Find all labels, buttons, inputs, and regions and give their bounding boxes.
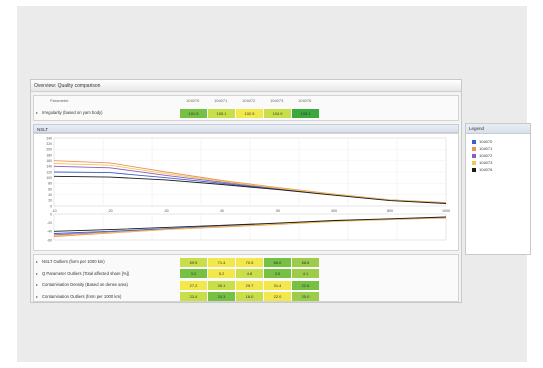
value-cell: 18.0 (236, 292, 263, 301)
legend-label: 104072 (479, 153, 493, 158)
value-cell: 3.2 (180, 269, 207, 278)
window-title: Overview: Quality comparison (31, 80, 461, 92)
y-tick-label: -60 (47, 238, 52, 242)
table-row[interactable]: ▸ NSLT Outliers (form per 1000 km) (34, 257, 458, 267)
nslt-chart: 2402202001801601401201008060402000-20-40… (46, 136, 450, 242)
table-row[interactable]: ▸ Q Parameter Outliers (Total affected sh… (34, 269, 458, 279)
legend-swatch (472, 160, 476, 165)
value-cell: 26.1 (208, 280, 235, 290)
value-cell: 29.7 (236, 280, 263, 290)
legend-item[interactable]: 104070 (472, 138, 492, 145)
parameter-table: Parameter 104070 104071 104072 104073 10… (33, 95, 459, 121)
row-label: Q Parameter Outliers (Total affected sha… (42, 270, 130, 276)
column-header: 104070 (186, 98, 200, 103)
row-label: Contamination Outliers (form per 1000 km… (42, 293, 122, 299)
x-tick-label: 40 (220, 209, 224, 213)
table-row[interactable]: ▸ Contamination Outliers (form per 1000 k… (34, 292, 458, 302)
y-tick-label: 200 (46, 148, 52, 152)
series-line-lower-104076 (53, 216, 447, 232)
y-tick-label: 60 (48, 187, 52, 191)
chart-section-header[interactable]: NSLT (33, 124, 459, 133)
value-cell: 22.6 (292, 280, 319, 290)
series-line-lower-104073 (53, 217, 447, 237)
expand-icon[interactable]: ▸ (36, 282, 39, 287)
row-label: NSLT Outliers (form per 1000 km) (42, 259, 105, 264)
value-cell: 20.3 (208, 292, 235, 301)
series-line-104073 (53, 163, 447, 204)
x-tick-label: -20 (107, 209, 112, 213)
x-tick-label: 1000 (442, 209, 450, 213)
value-cell: 69.5 (180, 257, 207, 267)
y-tick-label: -20 (47, 221, 52, 225)
column-header: 104071 (214, 98, 228, 103)
legend-panel: Legend 104070 104071 104072 104073 104076 (465, 123, 531, 255)
value-cell: 4.8 (236, 269, 263, 278)
legend-item[interactable]: 104073 (472, 159, 492, 166)
quality-comparison-window: Overview: Quality comparison Parameter 1… (30, 79, 462, 303)
y-tick-label: 80 (48, 182, 52, 186)
outlier-table: ▸ NSLT Outliers (form per 1000 km) 69.5 71.… (33, 254, 459, 302)
x-tick-label: 400 (331, 209, 337, 213)
value-cell: 27.2 (180, 280, 207, 290)
y-tick-label: 40 (48, 193, 52, 197)
y-tick-label: 100 (46, 176, 52, 180)
legend-swatch (472, 153, 476, 158)
legend-swatch (472, 167, 476, 172)
y-tick-label: 220 (46, 142, 52, 146)
value-cell: 102.5 (236, 109, 263, 118)
x-tick-label: -10 (51, 209, 56, 213)
parameter-header: Parameter (50, 98, 69, 103)
legend-item[interactable]: 104071 (472, 145, 492, 152)
value-cell: 68.8 (292, 257, 319, 267)
y-tick-label: -40 (47, 230, 52, 234)
y-tick-label: 0 (50, 212, 52, 216)
y-tick-label: 120 (46, 170, 52, 174)
value-cell: 31.4 (264, 280, 291, 290)
y-tick-label: 160 (46, 159, 52, 163)
legend-label: 104070 (479, 139, 493, 144)
value-cell: 70.5 (236, 257, 263, 267)
x-tick-label: 800 (387, 209, 393, 213)
x-tick-label: 50 (276, 209, 280, 213)
y-tick-label: 180 (46, 153, 52, 157)
column-header: 104072 (242, 98, 256, 103)
value-cell: 22.0 (264, 292, 291, 301)
table-row[interactable]: ▸ Irregularity (based on yarn body) (34, 108, 458, 118)
column-header: 104076 (298, 98, 312, 103)
y-tick-label: 240 (46, 136, 52, 140)
table-row[interactable]: ▸ Contamination Density (Based on dense a… (34, 280, 458, 290)
y-tick-label: 20 (48, 199, 52, 203)
value-cell: 25.0 (292, 292, 319, 301)
legend-item[interactable]: 104072 (472, 152, 492, 159)
expand-icon[interactable]: ▸ (36, 259, 39, 264)
y-tick-label: 0 (50, 204, 52, 208)
value-cell: 4.1 (292, 269, 319, 278)
value-cell: 71.4 (208, 257, 235, 267)
legend-label: 104071 (479, 146, 493, 151)
value-cell: 23.4 (180, 292, 207, 301)
legend-swatch (472, 146, 476, 151)
legend-title: Legend (466, 124, 530, 134)
value-cell: 104.9 (264, 109, 291, 118)
y-tick-label: 140 (46, 165, 52, 169)
legend-item[interactable]: 104076 (472, 166, 492, 173)
x-tick-label: -30 (163, 209, 168, 213)
legend-label: 104076 (479, 167, 493, 172)
chart-area: 240 220 200 180 160 140 120 100 80 60 40 20 0 0 -20 -40… (33, 133, 459, 251)
expand-icon[interactable]: ▸ (36, 270, 39, 276)
row-label: Irregularity (based on yarn body) (42, 110, 103, 115)
value-cell: 105.1 (208, 109, 235, 118)
value-cell: 5.2 (208, 269, 235, 278)
value-cell: 101.5 (180, 109, 207, 118)
series-line-104076 (53, 175, 447, 204)
expand-icon[interactable]: ▸ (36, 110, 39, 115)
row-label: Contamination Density (Based on dense ar… (42, 282, 128, 287)
legend-swatch (472, 139, 476, 144)
expand-icon[interactable]: ▸ (36, 293, 39, 299)
legend-label: 104073 (479, 160, 493, 165)
value-cell: 105.1 (292, 109, 319, 118)
value-cell: 66.0 (264, 257, 291, 267)
column-header: 104073 (270, 98, 284, 103)
value-cell: 3.5 (264, 269, 291, 278)
